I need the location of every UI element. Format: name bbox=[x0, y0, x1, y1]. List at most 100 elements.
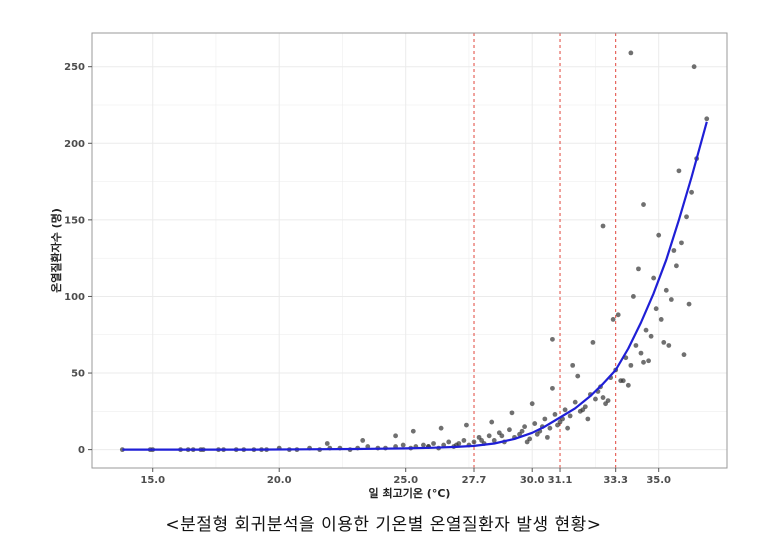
data-point bbox=[653, 306, 659, 312]
data-point bbox=[666, 343, 672, 348]
fitted-curve-group bbox=[122, 121, 708, 451]
y-tick-label: 50 bbox=[71, 369, 85, 380]
data-point bbox=[524, 439, 530, 445]
data-point bbox=[461, 438, 467, 443]
data-point bbox=[674, 263, 679, 269]
data-point bbox=[565, 425, 571, 431]
data-point bbox=[676, 168, 682, 174]
data-point bbox=[593, 396, 598, 402]
data-point bbox=[555, 422, 560, 428]
x-tick-label: 20.0 bbox=[267, 475, 292, 486]
data-point bbox=[638, 350, 644, 356]
data-point bbox=[464, 422, 469, 428]
data-point bbox=[529, 401, 535, 407]
data-point bbox=[661, 340, 667, 345]
data-point bbox=[550, 385, 555, 391]
data-point bbox=[570, 362, 576, 368]
data-point bbox=[686, 301, 692, 307]
y-tick-label: 100 bbox=[64, 292, 85, 303]
y-tick-label: 250 bbox=[64, 62, 85, 73]
data-point bbox=[668, 297, 674, 302]
data-point bbox=[438, 425, 444, 431]
breakpoint-lines bbox=[473, 33, 617, 468]
data-point bbox=[534, 431, 540, 437]
data-point bbox=[431, 441, 436, 446]
data-point bbox=[630, 294, 636, 299]
data-point bbox=[704, 116, 710, 122]
data-point bbox=[636, 266, 641, 272]
data-point bbox=[625, 382, 631, 388]
grid-lines bbox=[92, 33, 727, 468]
data-point bbox=[600, 223, 606, 229]
y-tick-label: 150 bbox=[64, 215, 85, 226]
data-point bbox=[393, 433, 398, 439]
x-axis-ticks: 15.0 20.0 25.0 27.7 30.0 31.1 33.3 35.0 bbox=[140, 468, 671, 486]
data-point bbox=[509, 410, 515, 416]
y-axis-ticks: 0 50 100 150 200 250 bbox=[64, 62, 92, 456]
plot-frame bbox=[91, 32, 728, 469]
data-point bbox=[679, 240, 684, 246]
data-point bbox=[585, 416, 591, 422]
data-point bbox=[633, 343, 639, 348]
data-point bbox=[486, 433, 492, 439]
data-point bbox=[522, 424, 528, 430]
x-tick-label: 31.1 bbox=[548, 475, 573, 486]
y-axis-title: 온열질환자수 (명) bbox=[49, 208, 63, 293]
data-point bbox=[610, 317, 616, 322]
x-tick-label: 27.7 bbox=[462, 475, 487, 486]
data-point bbox=[562, 407, 568, 413]
data-point bbox=[671, 248, 677, 253]
data-point bbox=[567, 413, 573, 419]
data-point bbox=[643, 327, 649, 333]
data-point bbox=[620, 378, 626, 384]
data-point bbox=[491, 438, 497, 443]
data-point bbox=[446, 439, 452, 445]
data-point bbox=[615, 312, 621, 318]
data-point bbox=[681, 352, 687, 358]
data-point bbox=[410, 428, 416, 434]
data-point bbox=[324, 441, 330, 446]
data-point bbox=[641, 359, 646, 365]
data-point bbox=[590, 340, 596, 345]
data-point bbox=[658, 317, 664, 322]
y-tick-label: 200 bbox=[64, 139, 85, 150]
data-point bbox=[605, 398, 611, 404]
data-point bbox=[641, 202, 646, 207]
data-point bbox=[628, 50, 634, 56]
x-tick-label: 15.0 bbox=[140, 475, 165, 486]
data-point bbox=[542, 416, 548, 422]
data-point bbox=[547, 425, 553, 431]
data-point bbox=[600, 395, 606, 400]
x-tick-label: 25.0 bbox=[393, 475, 418, 486]
data-point bbox=[628, 362, 634, 368]
x-tick-label: 33.3 bbox=[603, 475, 628, 486]
data-point bbox=[648, 333, 654, 339]
data-point bbox=[532, 421, 538, 426]
x-tick-label: 35.0 bbox=[646, 475, 671, 486]
data-point bbox=[119, 447, 125, 453]
x-axis-title: 일 최고기온 (°C) bbox=[369, 486, 451, 500]
data-point bbox=[691, 64, 697, 70]
data-point bbox=[646, 358, 651, 364]
data-point bbox=[684, 214, 689, 220]
data-point bbox=[651, 275, 657, 281]
figure-caption: <분절형 회귀분석을 이용한 기온별 온열질환자 발생 현황> bbox=[165, 515, 602, 535]
data-point bbox=[499, 433, 505, 439]
scatter-chart: 15.0 20.0 25.0 27.7 30.0 31.1 33.3 35.0 0 50 100 1… bbox=[49, 32, 728, 500]
data-point bbox=[489, 419, 495, 425]
data-point bbox=[689, 189, 694, 195]
data-point bbox=[575, 373, 581, 379]
data-point bbox=[550, 336, 555, 342]
y-tick-label: 0 bbox=[78, 445, 85, 456]
fitted-curve bbox=[122, 121, 708, 451]
data-point bbox=[519, 428, 525, 434]
data-point bbox=[572, 399, 578, 405]
data-point bbox=[479, 438, 485, 443]
data-point bbox=[552, 411, 558, 417]
data-point bbox=[471, 439, 477, 445]
x-tick-label: 30.0 bbox=[520, 475, 545, 486]
data-point bbox=[421, 442, 426, 448]
data-point bbox=[580, 407, 586, 413]
data-point bbox=[544, 434, 550, 440]
data-points bbox=[119, 50, 710, 453]
